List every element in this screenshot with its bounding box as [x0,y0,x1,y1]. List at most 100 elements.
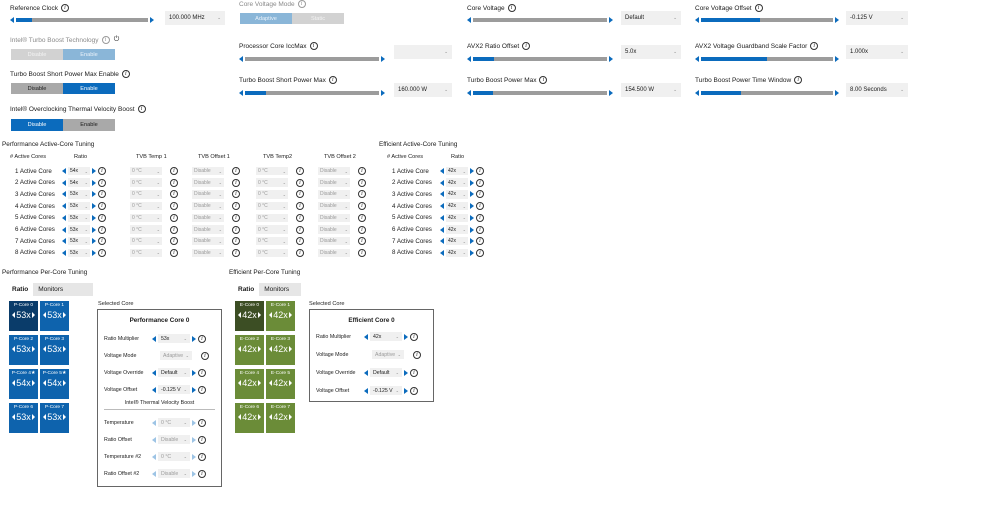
value-dropdown[interactable]: 0 °C ⌄ [256,166,288,176]
core-tile[interactable]: P-Core 1 53x [40,301,69,331]
value-dropdown[interactable]: 53x ⌄ [68,248,90,258]
avx2-ratio-offset-dropdown[interactable]: 5.0x ⌄ [621,45,681,59]
avx2-guardband-slider[interactable] [695,56,839,62]
decrease-arrow-icon[interactable] [62,226,66,233]
value-dropdown[interactable]: 0 °C ⌄ [256,248,288,258]
increase-arrow-icon[interactable] [257,380,261,386]
increase-arrow-icon[interactable] [288,380,292,386]
iccmax-slider[interactable] [239,56,385,62]
voltage-override-dropdown[interactable]: Default ⌄ [370,368,402,377]
tb-time-window-slider[interactable] [695,90,839,96]
value-dropdown[interactable]: 0 °C ⌄ [130,225,162,234]
info-icon[interactable]: i [296,237,304,246]
info-icon[interactable]: i [232,225,240,234]
value-dropdown[interactable]: 53x ⌄ [68,225,90,234]
increase-arrow-icon[interactable] [257,414,261,420]
increase-arrow-icon[interactable] [92,226,96,233]
core-tile[interactable]: P-Core 7 53x [40,403,69,433]
value-dropdown[interactable]: 0 °C ⌄ [256,178,288,187]
info-icon[interactable]: i [198,452,206,461]
increase-arrow-icon[interactable] [470,249,474,256]
decrease-arrow-icon[interactable] [695,56,699,62]
iccmax-dropdown[interactable]: ⌄ [394,45,452,59]
info-icon[interactable]: i [358,213,366,222]
slider-track[interactable] [245,57,379,61]
decrease-arrow-icon[interactable] [12,414,16,420]
decrease-arrow-icon[interactable] [152,335,156,342]
info-icon[interactable]: i [98,167,106,175]
increase-arrow-icon[interactable] [288,312,292,318]
increase-arrow-icon[interactable] [192,335,196,342]
ratio-multiplier-dropdown[interactable]: 42x ⌄ [370,332,402,341]
info-icon[interactable]: i [170,190,178,199]
disable-option[interactable]: Disable [11,49,63,60]
decrease-arrow-icon[interactable] [238,380,242,386]
decrease-arrow-icon[interactable] [695,17,699,23]
info-icon[interactable]: i [358,178,366,187]
decrease-arrow-icon[interactable] [12,346,16,352]
decrease-arrow-icon[interactable] [269,312,273,318]
core-tile[interactable]: E-Core 5 42x [266,369,295,399]
value-dropdown[interactable]: Disable ⌄ [318,248,350,258]
voltage-offset-dropdown[interactable]: -0.125 V ⌄ [370,386,402,395]
decrease-arrow-icon[interactable] [440,203,444,210]
tb-short-enable-toggle[interactable]: Disable Enable [11,83,115,94]
info-icon[interactable]: i [201,351,209,360]
value-dropdown[interactable]: Disable ⌄ [192,178,224,187]
voltage-override-dropdown[interactable]: Default ⌄ [158,368,190,377]
info-icon[interactable]: i [297,0,306,8]
increase-arrow-icon[interactable] [192,453,196,460]
increase-arrow-icon[interactable] [192,470,196,477]
decrease-arrow-icon[interactable] [239,90,243,96]
decrease-arrow-icon[interactable] [467,90,471,96]
info-icon[interactable]: i [410,332,418,341]
info-icon[interactable]: i [198,435,206,444]
value-dropdown[interactable]: 53x ⌄ [68,213,90,223]
core-voltage-mode-toggle[interactable]: Adaptive Static [240,13,344,24]
decrease-arrow-icon[interactable] [62,179,66,186]
value-dropdown[interactable]: 0 °C ⌄ [256,201,288,211]
increase-arrow-icon[interactable] [150,17,154,23]
info-icon[interactable]: i [522,42,531,50]
core-voltage-slider[interactable] [467,17,613,23]
enable-option[interactable]: Enable [63,49,115,60]
info-icon[interactable]: i [358,190,366,199]
increase-arrow-icon[interactable] [31,312,35,318]
info-icon[interactable]: i [170,213,178,222]
increase-arrow-icon[interactable] [470,238,474,245]
info-icon[interactable]: i [358,167,366,175]
increase-arrow-icon[interactable] [62,312,66,318]
ratio-multiplier-dropdown[interactable]: 53x ⌄ [158,334,190,343]
voltage-offset-dropdown[interactable]: -0.125 V ⌄ [158,385,190,394]
info-icon[interactable]: i [232,237,240,246]
static-option[interactable]: Static [292,13,344,24]
info-icon[interactable]: i [137,105,146,113]
info-icon[interactable]: i [476,202,484,211]
increase-arrow-icon[interactable] [470,214,474,221]
increase-arrow-icon[interactable] [835,90,839,96]
info-icon[interactable]: i [358,202,366,211]
decrease-arrow-icon[interactable] [238,414,242,420]
increase-arrow-icon[interactable] [609,90,613,96]
value-dropdown[interactable]: 42x ⌄ [446,225,468,234]
decrease-arrow-icon[interactable] [62,191,66,198]
decrease-arrow-icon[interactable] [62,203,66,210]
decrease-arrow-icon[interactable] [269,380,273,386]
value-dropdown[interactable]: Disable ⌄ [192,248,224,258]
decrease-arrow-icon[interactable] [269,346,273,352]
increase-arrow-icon[interactable] [92,214,96,221]
tb-short-max-dropdown[interactable]: 160.000 W ⌄ [394,83,452,97]
decrease-arrow-icon[interactable] [43,312,47,318]
value-dropdown[interactable]: 53x ⌄ [68,236,90,246]
value-dropdown[interactable]: Disable ⌄ [318,166,350,176]
value-dropdown[interactable]: 0 °C ⌄ [130,213,162,223]
tab-ratio[interactable]: Ratio [233,283,260,296]
core-voltage-offset-slider[interactable] [695,17,839,23]
decrease-arrow-icon[interactable] [238,312,242,318]
core-tile[interactable]: E-Core 7 42x [266,403,295,433]
info-icon[interactable]: i [810,42,819,50]
decrease-arrow-icon[interactable] [152,386,156,393]
increase-arrow-icon[interactable] [92,238,96,245]
increase-arrow-icon[interactable] [92,203,96,210]
increase-arrow-icon[interactable] [31,380,35,386]
